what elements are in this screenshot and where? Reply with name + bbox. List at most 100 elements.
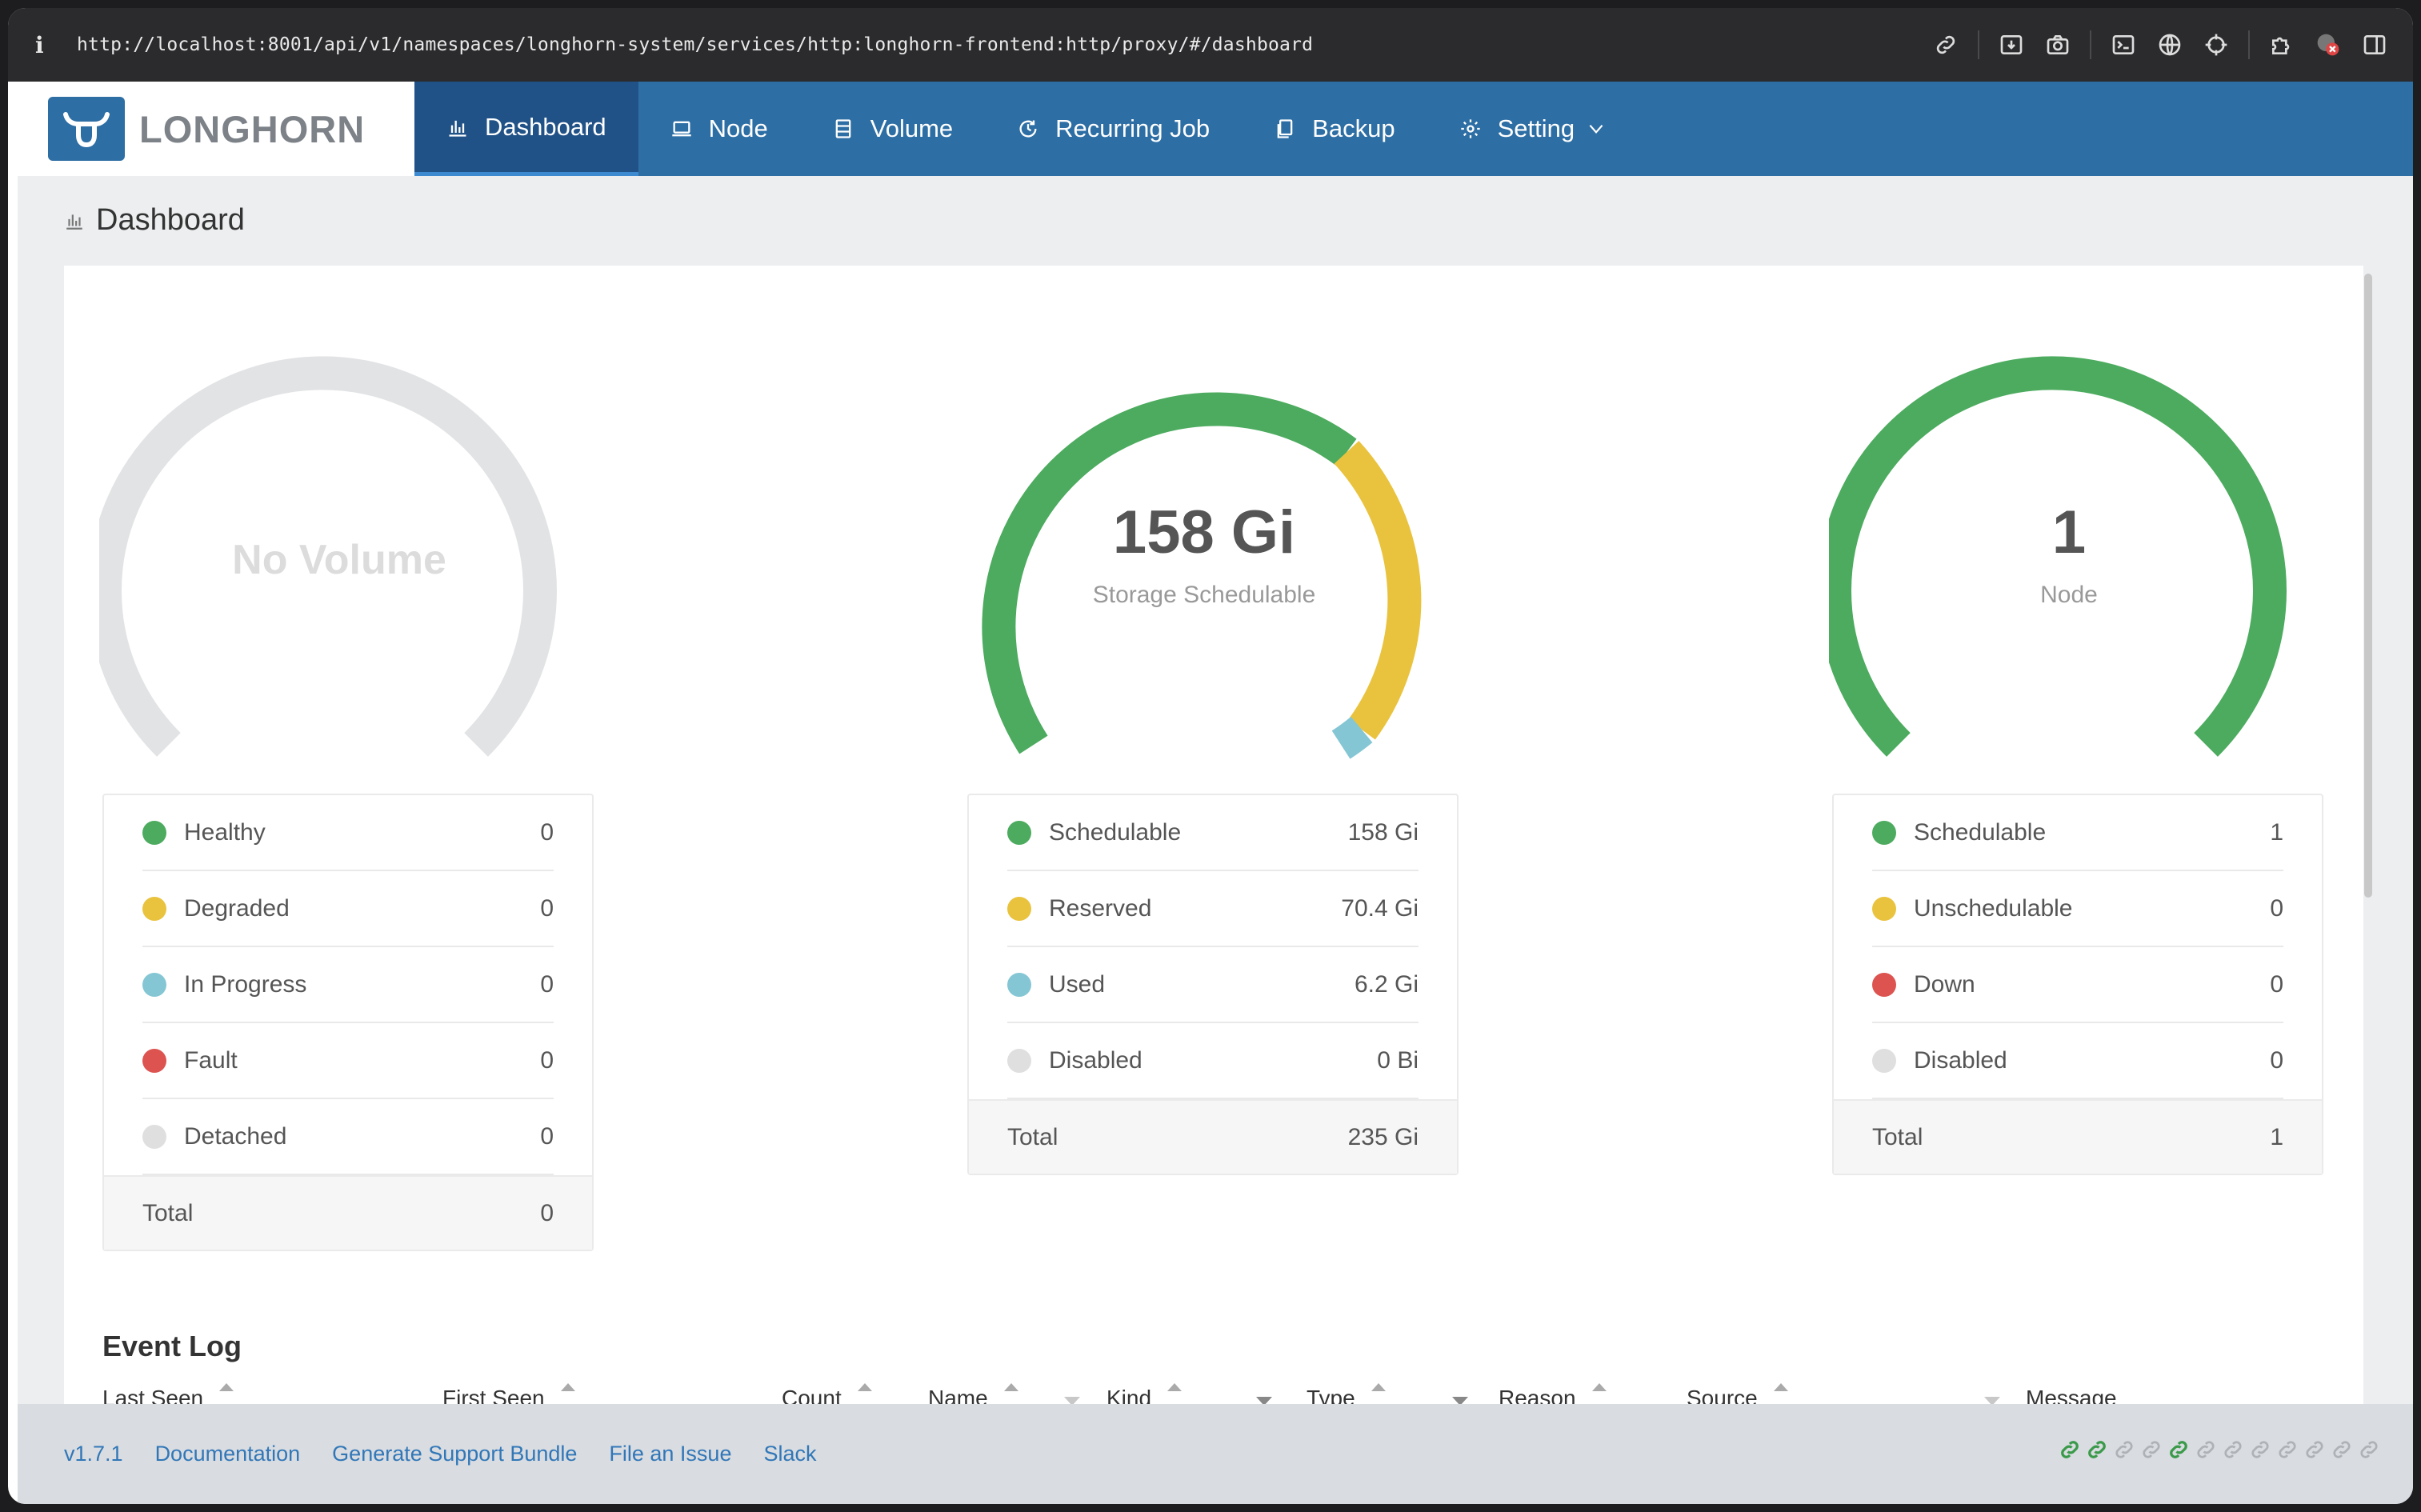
col-type[interactable]: Type: [1307, 1383, 1386, 1404]
app-header: LONGHORN Dashboard Node Volume Recurring…: [18, 82, 2413, 176]
col-reason[interactable]: Reason: [1499, 1383, 1607, 1404]
file-issue-link[interactable]: File an Issue: [609, 1442, 732, 1466]
sort-icon[interactable]: [1371, 1383, 1386, 1391]
sort-icon[interactable]: [1591, 1383, 1607, 1391]
stat-row-down[interactable]: Down 0: [1872, 947, 2283, 1023]
stat-label: Degraded: [184, 894, 290, 922]
link-icon: [2224, 1441, 2242, 1458]
stat-value: 0: [2270, 894, 2283, 922]
stat-value: 0: [540, 894, 554, 922]
col-last-seen[interactable]: Last Seen: [102, 1383, 234, 1404]
stat-row-degraded[interactable]: Degraded 0: [142, 871, 554, 947]
status-dot: [142, 820, 166, 845]
node-stats-table: Schedulable 1 Unschedulable 0 Down 0 Dis…: [1832, 794, 2323, 1175]
volume-gauge[interactable]: No Volume: [99, 330, 579, 778]
stat-row-disabled[interactable]: Disabled 0 Bi: [1007, 1023, 1419, 1099]
url-field[interactable]: http://localhost:8001/api/v1/namespaces/…: [77, 34, 1314, 55]
gear-icon: [1460, 119, 1480, 138]
globe-icon[interactable]: [2155, 30, 2184, 59]
bar-chart-icon: [449, 120, 466, 137]
stat-total-row: Total 235 Gi: [969, 1099, 1457, 1174]
stat-total-value: 0: [540, 1199, 554, 1226]
col-source[interactable]: Source: [1687, 1383, 1788, 1404]
stat-total-label: Total: [1872, 1123, 1923, 1150]
stat-label: Detached: [184, 1122, 287, 1150]
stat-row-healthy[interactable]: Healthy 0: [142, 795, 554, 871]
status-dot: [1872, 972, 1896, 997]
column-label: Last Seen: [102, 1386, 204, 1404]
event-log-title: Event Log: [102, 1330, 242, 1362]
terminal-icon[interactable]: [2109, 30, 2138, 59]
column-label: Message: [2026, 1386, 2117, 1404]
sort-icon[interactable]: [1003, 1383, 1018, 1391]
nav-node[interactable]: Node: [638, 82, 800, 176]
camera-icon[interactable]: [2043, 30, 2072, 59]
nav-backup[interactable]: Backup: [1242, 82, 1427, 176]
sort-icon[interactable]: [857, 1383, 872, 1391]
node-gauge-arc: [1829, 356, 2287, 757]
puzzle-icon[interactable]: [2267, 30, 2296, 59]
stat-row-schedulable[interactable]: Schedulable 158 Gi: [1007, 795, 1419, 871]
filter-icon[interactable]: [1256, 1397, 1272, 1404]
documentation-link[interactable]: Documentation: [154, 1442, 301, 1466]
sort-icon[interactable]: [1167, 1383, 1182, 1391]
stat-row-in-progress[interactable]: In Progress 0: [142, 947, 554, 1023]
col-kind[interactable]: Kind: [1106, 1383, 1182, 1404]
stat-total-row: Total 1: [1834, 1099, 2322, 1174]
col-count[interactable]: Count: [782, 1383, 872, 1404]
stat-label: Down: [1914, 970, 1975, 998]
logo[interactable]: LONGHORN: [18, 82, 414, 176]
toolbar-divider: [2248, 30, 2250, 59]
status-dot: [142, 972, 166, 997]
node-gauge[interactable]: 1 Node: [1829, 330, 2309, 778]
nav-label: Recurring Job: [1055, 114, 1210, 142]
stat-row-unschedulable[interactable]: Unschedulable 0: [1872, 871, 2283, 947]
stat-label: Used: [1049, 970, 1106, 998]
stat-row-disabled[interactable]: Disabled 0: [1872, 1023, 2283, 1099]
stat-label: Healthy: [184, 818, 266, 846]
sidebar-icon[interactable]: [2360, 30, 2389, 59]
slack-link[interactable]: Slack: [763, 1442, 817, 1466]
storage-gauge-arc: [982, 392, 1422, 759]
stat-row-reserved[interactable]: Reserved 70.4 Gi: [1007, 871, 1419, 947]
nav-dashboard[interactable]: Dashboard: [414, 82, 638, 176]
sort-icon[interactable]: [560, 1383, 575, 1391]
status-dot: [1007, 1048, 1031, 1073]
filter-icon[interactable]: [1984, 1397, 2000, 1404]
column-label: Name: [928, 1386, 988, 1404]
stat-row-schedulable[interactable]: Schedulable 1: [1872, 795, 2283, 871]
nav-volume[interactable]: Volume: [800, 82, 985, 176]
stat-row-detached[interactable]: Detached 0: [142, 1099, 554, 1175]
page-title: Dashboard: [64, 203, 245, 238]
stat-value: 0 Bi: [1377, 1046, 1419, 1074]
stat-value: 0: [540, 1046, 554, 1074]
sort-icon[interactable]: [219, 1383, 234, 1391]
link-icon[interactable]: [1931, 30, 1960, 59]
version-link[interactable]: v1.7.1: [64, 1442, 123, 1466]
col-message[interactable]: Message: [2026, 1386, 2117, 1404]
storage-gauge[interactable]: 158 Gi Storage Schedulable: [964, 330, 1444, 778]
no-volume-label: No Volume: [232, 537, 446, 583]
stat-total-value: 1: [2270, 1123, 2283, 1150]
stat-value: 70.4 Gi: [1341, 894, 1419, 922]
scrollbar-thumb[interactable]: [2364, 274, 2372, 898]
link-icon: [2306, 1441, 2323, 1458]
longhorn-logo-icon: [48, 97, 125, 161]
content-scrollbar[interactable]: [2362, 266, 2375, 1404]
nav-setting[interactable]: Setting: [1427, 82, 1639, 176]
filter-icon[interactable]: [1064, 1397, 1080, 1404]
download-icon[interactable]: [1997, 30, 2026, 59]
stat-value: 0: [540, 1122, 554, 1150]
col-first-seen[interactable]: First Seen: [442, 1383, 575, 1404]
support-bundle-link[interactable]: Generate Support Bundle: [332, 1442, 578, 1466]
extension-blocked-icon[interactable]: [2314, 30, 2343, 59]
stat-row-fault[interactable]: Fault 0: [142, 1023, 554, 1099]
nav-recurring-job[interactable]: Recurring Job: [985, 82, 1242, 176]
stat-row-used[interactable]: Used 6.2 Gi: [1007, 947, 1419, 1023]
filter-icon[interactable]: [1452, 1397, 1468, 1404]
column-label: Reason: [1499, 1386, 1576, 1404]
sort-icon[interactable]: [1773, 1383, 1788, 1391]
col-name[interactable]: Name: [928, 1383, 1018, 1404]
info-icon[interactable]: i: [35, 31, 44, 58]
crosshair-icon[interactable]: [2202, 30, 2231, 59]
